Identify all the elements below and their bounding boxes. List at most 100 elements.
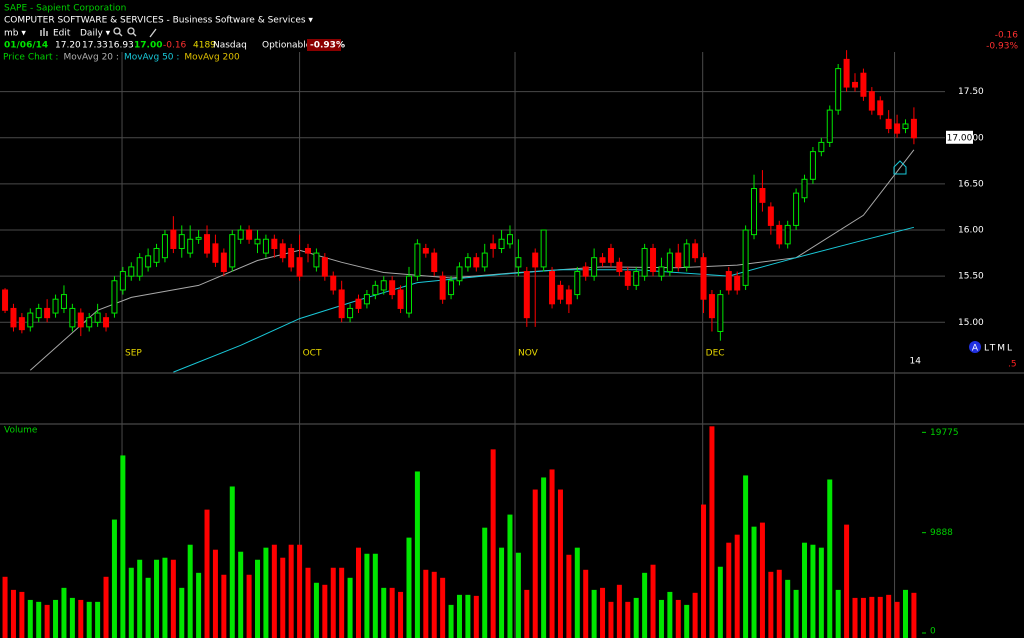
candle-body <box>591 257 598 277</box>
candle-body <box>288 247 295 268</box>
plot: 15.00 15.50 16.00 16.50 17.00 17.50 SEP OCT NOV D… <box>0 50 1024 638</box>
volume-bar <box>381 587 387 638</box>
candle-body <box>431 252 438 273</box>
candle-body <box>212 243 219 263</box>
candle-body <box>599 257 606 263</box>
candle-body <box>187 238 194 254</box>
volume-bar <box>860 597 866 638</box>
badge-circle[interactable] <box>969 341 981 353</box>
volume-bar <box>170 559 176 638</box>
volume-bar <box>684 604 690 638</box>
volume-bar <box>423 569 429 638</box>
candle-body <box>902 123 909 130</box>
volume-bar <box>431 571 437 638</box>
candle-body <box>708 294 715 319</box>
candle-body <box>69 307 76 328</box>
candle-body <box>262 238 269 254</box>
x-tick-label: NOV <box>518 349 539 359</box>
badge-letter[interactable]: A <box>972 344 979 354</box>
volume-bar <box>894 601 900 638</box>
candle-body <box>178 234 185 249</box>
candle-body <box>448 280 455 296</box>
volume-bar <box>179 587 185 638</box>
candle-body <box>683 243 690 268</box>
volume-bar <box>726 542 732 638</box>
bars-icon[interactable] <box>40 28 48 36</box>
volume-bar <box>768 571 774 638</box>
volume-bar <box>78 599 84 638</box>
volume-bar <box>297 544 303 638</box>
candle-body <box>145 255 152 268</box>
toolbar-period[interactable]: Daily ▾ <box>80 29 111 39</box>
candle-body <box>229 234 236 268</box>
volume-bar <box>776 569 782 638</box>
candle-body <box>103 317 110 328</box>
quote-high: 17.33 <box>82 41 108 51</box>
volume-bar <box>877 596 883 638</box>
volume-bar <box>271 544 277 638</box>
volume-bar <box>355 547 361 638</box>
volume-bar <box>145 577 151 638</box>
candle-body <box>894 123 901 134</box>
volume-bar <box>288 544 294 638</box>
volume-bar <box>507 514 513 638</box>
volume-bar <box>793 589 799 638</box>
candle-body <box>27 312 34 328</box>
candle-body <box>742 229 749 286</box>
volume-bar <box>53 599 59 638</box>
volume-bar <box>398 591 404 638</box>
volume-bar <box>221 574 227 638</box>
volume-bar <box>566 554 572 638</box>
volume-bar <box>658 599 664 638</box>
candle-body <box>2 289 9 311</box>
candle-body <box>809 151 816 180</box>
price-alert-marker[interactable] <box>893 160 907 175</box>
candle-body <box>633 271 640 286</box>
volume-tick-label: 0 <box>930 627 936 637</box>
x-tick-label: SEP <box>125 349 142 359</box>
volume-bar <box>675 599 681 638</box>
candle-body <box>557 284 564 300</box>
volume-bar <box>759 522 765 638</box>
candle-body <box>414 243 421 277</box>
volume-bar <box>625 601 631 638</box>
volume-bar <box>717 566 723 638</box>
candle-body <box>237 229 244 240</box>
volume-bar <box>10 589 16 638</box>
volume-bar <box>196 572 202 638</box>
volume-bar <box>743 475 749 638</box>
candle-body <box>641 247 648 277</box>
volume-bar <box>574 547 580 638</box>
volume-bar <box>902 589 908 638</box>
volume-bar <box>137 559 143 638</box>
quote-date: 01/06/14 <box>4 41 48 51</box>
candle-body <box>246 229 253 240</box>
candle-body <box>153 247 160 263</box>
volume-bar <box>347 577 353 638</box>
volume-label: Volume <box>4 426 38 436</box>
candle-body <box>734 275 741 291</box>
zoom-icons[interactable] <box>113 27 157 38</box>
candle-body <box>818 141 825 153</box>
candle-body <box>439 275 446 300</box>
sector[interactable]: COMPUTER SOFTWARE & SERVICES - Business … <box>4 16 313 26</box>
volume-bar <box>364 553 370 638</box>
toolbar-account[interactable]: mb ▾ <box>4 29 26 39</box>
volume-bar <box>785 579 791 638</box>
volume-bar <box>600 587 606 638</box>
candle-body <box>52 298 59 314</box>
candle-body <box>767 206 774 226</box>
toolbar-edit[interactable]: Edit <box>53 29 71 39</box>
volume-bar <box>246 574 252 638</box>
candle-body <box>835 68 842 111</box>
volume-bar <box>212 549 218 638</box>
candle-body <box>338 289 345 319</box>
volume-bar <box>802 542 808 638</box>
candle-body <box>195 236 202 240</box>
volume-bar <box>238 551 244 638</box>
volume-bar <box>852 597 858 638</box>
volume-bar <box>255 559 261 638</box>
legend-item: MovAvg 50 : <box>124 53 179 63</box>
candle-body <box>77 312 84 328</box>
badge-text[interactable]: LTML <box>984 344 1014 354</box>
